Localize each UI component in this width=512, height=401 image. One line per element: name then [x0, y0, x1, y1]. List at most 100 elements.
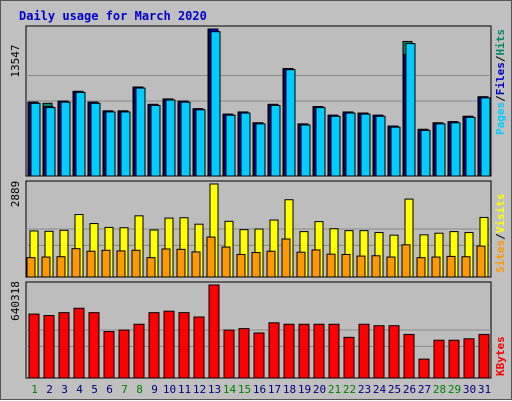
- bar-kbytes-day-4: [73, 307, 85, 379]
- bar-pages-day-28: [435, 123, 446, 177]
- bar-pages-day-6: [105, 111, 116, 177]
- bar-pages-day-22: [345, 112, 356, 177]
- day-label-13: 13: [208, 383, 221, 396]
- bar-pages-day-1: [30, 102, 41, 177]
- bar-pages-day-18: [285, 69, 296, 177]
- bar-sites-day-17: [266, 250, 276, 278]
- bar-pages-day-10: [165, 99, 176, 177]
- bar-kbytes-day-24: [373, 325, 385, 379]
- day-label-17: 17: [268, 383, 281, 396]
- bar-pages-day-25: [390, 126, 401, 177]
- bar-sites-day-27: [416, 257, 426, 278]
- bar-pages-day-4: [75, 91, 86, 177]
- bar-kbytes-day-5: [88, 312, 100, 379]
- bar-kbytes-day-25: [388, 325, 400, 379]
- bar-kbytes-day-28: [433, 339, 445, 379]
- bar-kbytes-day-13: [208, 284, 220, 379]
- bar-pages-day-26: [405, 43, 416, 177]
- bar-pages-day-27: [420, 129, 431, 177]
- bar-kbytes-day-20: [313, 323, 325, 379]
- day-label-31: 31: [478, 383, 491, 396]
- y-max-hits-files-pages: 13547: [9, 44, 22, 77]
- bar-sites-day-24: [371, 255, 381, 278]
- bar-kbytes-day-16: [253, 332, 265, 379]
- bar-kbytes-day-21: [328, 323, 340, 379]
- day-label-8: 8: [136, 383, 143, 396]
- bar-pages-day-19: [300, 124, 311, 177]
- bar-sites-day-29: [446, 255, 456, 278]
- bar-pages-day-7: [120, 111, 131, 177]
- day-label-23: 23: [358, 383, 371, 396]
- bar-kbytes-day-12: [193, 316, 205, 379]
- legend-sites: Sites: [494, 240, 507, 273]
- day-label-2: 2: [46, 383, 53, 396]
- y-max-visits-sites: 2889: [9, 181, 22, 208]
- bar-sites-day-28: [431, 256, 441, 278]
- bar-pages-day-29: [450, 122, 461, 177]
- day-label-10: 10: [163, 383, 176, 396]
- bar-pages-day-2: [45, 107, 56, 177]
- bar-kbytes-day-1: [28, 313, 40, 379]
- bar-pages-day-9: [150, 104, 161, 177]
- day-label-5: 5: [91, 383, 98, 396]
- day-label-6: 6: [106, 383, 113, 396]
- bar-sites-day-14: [221, 246, 231, 278]
- legend-visits: Visits: [494, 194, 507, 234]
- legend-pages: Pages: [494, 102, 507, 135]
- day-label-4: 4: [76, 383, 83, 396]
- bar-sites-day-15: [236, 253, 246, 278]
- y-max-kbytes: 640318: [9, 281, 22, 321]
- day-label-3: 3: [61, 383, 68, 396]
- bar-sites-day-26: [401, 244, 411, 278]
- day-label-29: 29: [448, 383, 461, 396]
- bar-sites-day-25: [386, 256, 396, 278]
- bar-pages-day-14: [225, 114, 236, 177]
- bar-kbytes-day-29: [448, 339, 460, 379]
- legend-hits-files-pages: Pages/Files/Hits: [494, 29, 507, 135]
- bar-kbytes-day-9: [148, 312, 160, 379]
- day-label-20: 20: [313, 383, 326, 396]
- bar-sites-day-5: [86, 250, 96, 278]
- bar-kbytes-day-27: [418, 358, 430, 379]
- bar-kbytes-day-17: [268, 322, 280, 379]
- legend-sep-3: /: [494, 233, 507, 240]
- bar-sites-day-9: [146, 257, 156, 278]
- day-label-28: 28: [433, 383, 446, 396]
- day-label-30: 30: [463, 383, 476, 396]
- bar-sites-day-3: [56, 256, 66, 278]
- bar-kbytes-day-26: [403, 333, 415, 379]
- bar-pages-day-5: [90, 102, 101, 177]
- day-labels: 1 2 3 4 5 6 7 8 9 10 11 12 13 14 15 16 17 18 19 20 21 22 23 24 2…: [31, 383, 491, 396]
- day-label-27: 27: [418, 383, 431, 396]
- bar-sites-day-6: [101, 249, 111, 278]
- bar-kbytes-day-23: [358, 323, 370, 379]
- bar-pages-day-12: [195, 109, 206, 177]
- bar-pages-day-30: [465, 116, 476, 177]
- bar-sites-day-1: [26, 257, 36, 278]
- bar-kbytes-day-3: [58, 312, 70, 379]
- legend-visits-sites: Sites/Visits: [494, 194, 507, 274]
- bar-kbytes-day-8: [133, 323, 145, 379]
- legend-files: Files: [494, 62, 507, 95]
- day-label-11: 11: [178, 383, 191, 396]
- bar-sites-day-21: [326, 253, 336, 278]
- legend-sep-2: /: [494, 55, 507, 62]
- day-label-7: 7: [121, 383, 128, 396]
- bar-pages-day-17: [270, 104, 281, 177]
- day-label-9: 9: [151, 383, 158, 396]
- day-label-22: 22: [343, 383, 356, 396]
- day-label-25: 25: [388, 383, 401, 396]
- day-label-14: 14: [223, 383, 237, 396]
- bar-kbytes-day-6: [103, 331, 115, 379]
- bar-sites-day-4: [71, 248, 81, 278]
- bar-sites-day-8: [131, 249, 141, 278]
- bar-kbytes-day-14: [223, 329, 235, 379]
- day-label-18: 18: [283, 383, 296, 396]
- bar-kbytes-day-2: [43, 315, 55, 379]
- day-label-26: 26: [403, 383, 416, 396]
- bar-sites-day-12: [191, 251, 201, 278]
- bar-pages-day-8: [135, 87, 146, 177]
- legend-kbytes: KBytes: [494, 336, 507, 376]
